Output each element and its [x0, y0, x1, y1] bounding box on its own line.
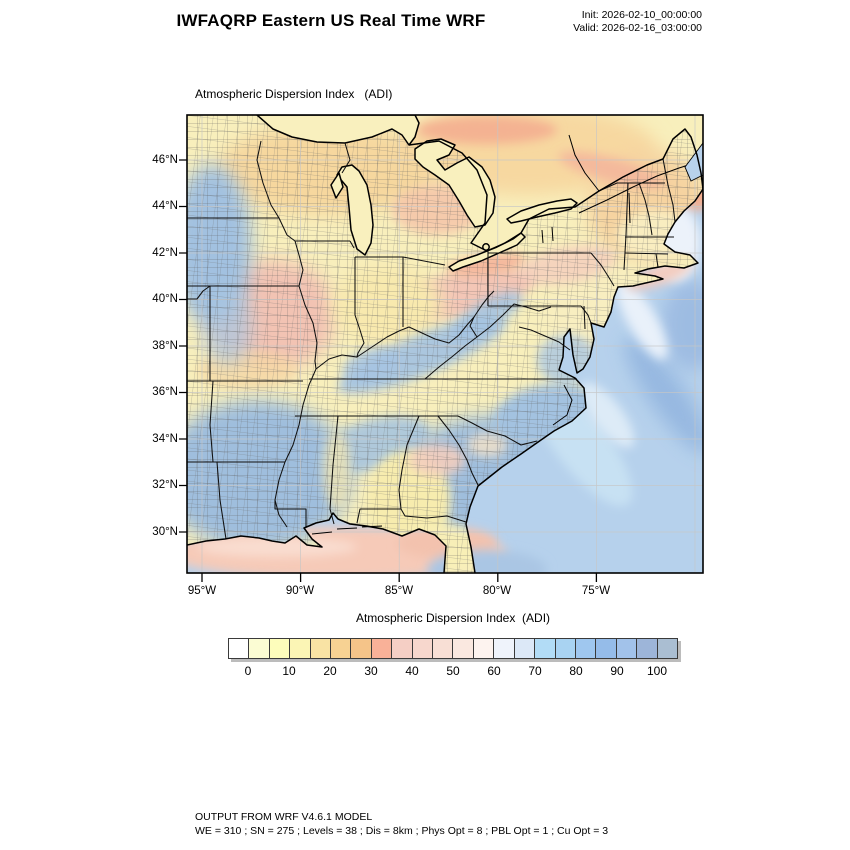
- colorbar-tick-label: 30: [364, 664, 378, 678]
- lon-axis-label: 80°W: [482, 585, 512, 597]
- map-field: [187, 115, 703, 573]
- colorbar-cell: [493, 639, 514, 658]
- model-info-line2: WE = 310 ; SN = 275 ; Levels = 38 ; Dis …: [195, 825, 609, 837]
- colorbar-cell: [615, 639, 637, 658]
- init-timestamp: Init: 2026-02-10_00:00:00: [581, 9, 702, 21]
- colorbar-tick-label: 70: [528, 664, 542, 678]
- rivers: [311, 134, 696, 535]
- colorbar-tick-label: 50: [446, 664, 460, 678]
- colorbar-tick-label: 0: [244, 664, 252, 678]
- colorbar-tick-label: 60: [487, 664, 501, 678]
- national-border: [408, 128, 703, 252]
- colorbar-cell: [554, 639, 575, 658]
- map-frame: [186, 114, 704, 574]
- colorbar-cell: [513, 639, 535, 658]
- colorbar-cell: [330, 639, 351, 658]
- colorbar-tick-label: 40: [405, 664, 419, 678]
- coastline: [187, 188, 703, 573]
- adi-map: [179, 114, 704, 582]
- lat-axis-label: 32°N: [152, 479, 178, 491]
- lon-axis-label: 90°W: [285, 585, 315, 597]
- lat-axis-label: 34°N: [152, 433, 178, 445]
- colorbar-cell: [534, 639, 555, 658]
- colorbar-cell: [309, 639, 331, 658]
- lat-axis-label: 36°N: [152, 386, 178, 398]
- colorbar-cell: [289, 639, 310, 658]
- colorbar-cell: [268, 639, 290, 658]
- colorbar-cell: [595, 639, 616, 658]
- lon-axis-label: 75°W: [581, 585, 611, 597]
- bay-of-fundy: [684, 142, 703, 182]
- lon-axis-label: 95°W: [187, 585, 217, 597]
- lat-axis-label: 46°N: [152, 154, 178, 166]
- lat-axis-label: 44°N: [152, 200, 178, 212]
- colorbar-tick-label: 90: [610, 664, 624, 678]
- state-borders: [187, 140, 676, 540]
- colorbar-cell: [350, 639, 371, 658]
- valid-timestamp: Valid: 2026-02-16_03:00:00: [573, 22, 702, 34]
- colorbar-tick-label: 80: [569, 664, 583, 678]
- colorbar-cell: [636, 639, 657, 658]
- colorbar-cell: [248, 639, 269, 658]
- colorbar: [228, 638, 678, 659]
- colorbar-cell: [370, 639, 392, 658]
- lat-axis-label: 42°N: [152, 247, 178, 259]
- colorbar-cell: [472, 639, 494, 658]
- colorbar-title: Atmospheric Dispersion Index (ADI): [355, 611, 551, 625]
- colorbar-cell: [391, 639, 412, 658]
- map-subtitle: Atmospheric Dispersion Index (ADI): [195, 87, 393, 101]
- colorbar-tick-label: 20: [323, 664, 337, 678]
- page-title: IWFAQRP Eastern US Real Time WRF: [176, 11, 486, 30]
- colorbar-cell: [411, 639, 433, 658]
- lon-axis-label: 85°W: [384, 585, 414, 597]
- colorbar-tick-label: 100: [646, 664, 668, 678]
- lat-axis-label: 40°N: [152, 293, 178, 305]
- colorbar-tick-label: 10: [282, 664, 296, 678]
- colorbar-cell: [574, 639, 596, 658]
- lat-axis-label: 38°N: [152, 340, 178, 352]
- colorbar-cell: [432, 639, 453, 658]
- graticule: [187, 115, 703, 573]
- axis-ticks: [179, 159, 598, 582]
- colorbar-cell: [452, 639, 473, 658]
- lat-axis-label: 30°N: [152, 526, 178, 538]
- model-info-line1: OUTPUT FROM WRF V4.6.1 MODEL: [195, 811, 373, 823]
- colorbar-cell: [656, 639, 677, 658]
- colorbar-cell: [229, 639, 249, 658]
